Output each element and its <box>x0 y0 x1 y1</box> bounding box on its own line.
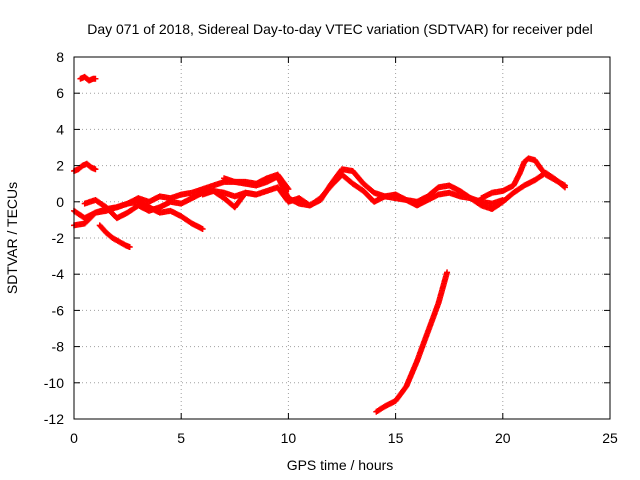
series-track-4 <box>96 222 133 251</box>
chart-title: Day 071 of 2018, Sidereal Day-to-day VTE… <box>87 21 593 37</box>
data-point <box>92 75 99 82</box>
x-tick-label: 5 <box>177 430 185 446</box>
y-tick-label: 2 <box>56 158 64 174</box>
data-points <box>71 73 568 415</box>
axis-ticks: 0 5 10 15 20 25 -12 -10 -8 -6 -4 -2 0 2 4 6 8 <box>44 49 618 446</box>
y-tick-label: -8 <box>52 339 65 355</box>
y-tick-label: 6 <box>56 85 64 101</box>
x-axis-label: GPS time / hours <box>287 457 394 473</box>
y-tick-label: -12 <box>44 411 64 427</box>
x-tick-label: 20 <box>495 430 511 446</box>
y-axis-label: SDTVAR / TECUs <box>4 182 20 294</box>
series-track-2 <box>71 160 99 175</box>
series-track-9 <box>478 155 568 202</box>
x-tick-label: 15 <box>388 430 404 446</box>
x-tick-label: 25 <box>602 430 618 446</box>
x-tick-label: 0 <box>70 430 78 446</box>
series-track-1 <box>77 73 99 84</box>
data-point <box>92 166 99 173</box>
x-tick-label: 10 <box>281 430 297 446</box>
data-point <box>444 269 451 276</box>
y-tick-label: -6 <box>52 302 65 318</box>
y-tick-label: -2 <box>52 230 65 246</box>
series-track-5 <box>71 171 292 229</box>
data-point <box>126 244 133 251</box>
y-tick-label: -10 <box>44 375 64 391</box>
data-point <box>561 182 568 189</box>
y-tick-label: 8 <box>56 49 64 65</box>
y-tick-label: 0 <box>56 194 64 210</box>
grid <box>74 57 610 419</box>
series-track-10 <box>373 269 451 415</box>
data-point <box>199 225 206 232</box>
y-tick-label: -4 <box>52 266 65 282</box>
y-tick-label: 4 <box>56 121 64 137</box>
